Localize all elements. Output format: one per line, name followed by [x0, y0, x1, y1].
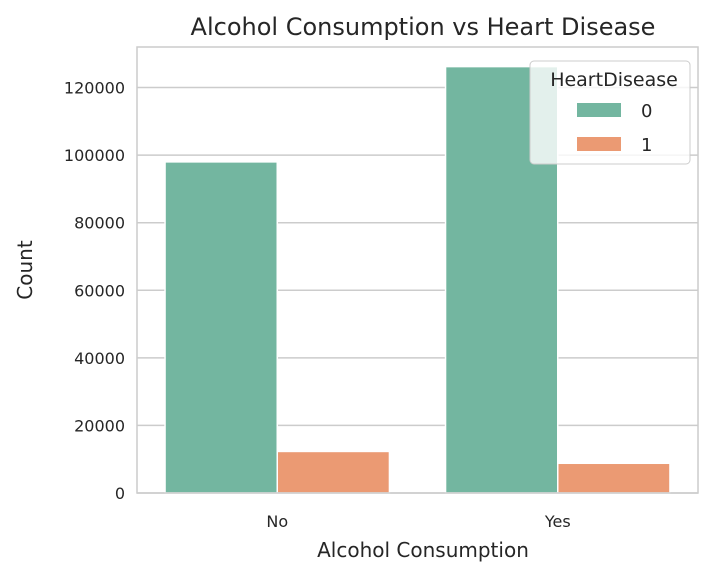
x-tick-label-no: No	[266, 512, 288, 531]
x-axis-label: Alcohol Consumption	[317, 538, 529, 562]
y-axis-label: Count	[13, 240, 37, 300]
legend-label-1: 1	[641, 135, 652, 156]
y-tick-label-6: 120000	[64, 79, 125, 98]
y-tick-label-5: 100000	[64, 146, 125, 165]
y-tick-label-3: 60000	[74, 281, 125, 300]
y-tick-label-2: 40000	[74, 349, 125, 368]
bar-no-series-1	[276, 450, 391, 494]
legend-title: HeartDisease	[550, 69, 678, 91]
x-tick-label-yes: Yes	[544, 512, 571, 531]
legend-swatch-0	[577, 103, 621, 117]
y-tick-labels: 0 20000 40000 60000 80000 100000 120000	[64, 79, 125, 503]
bar-yes-series-1	[557, 462, 671, 494]
legend: HeartDisease 0 1	[529, 60, 691, 165]
plot-frame	[136, 46, 699, 494]
legend-label-0: 0	[641, 101, 652, 122]
bars	[164, 65, 671, 494]
y-tick-label-4: 80000	[74, 214, 125, 233]
legend-swatch-1	[577, 137, 621, 151]
x-tick-labels: No Yes	[266, 512, 570, 531]
y-tick-label-1: 20000	[74, 416, 125, 435]
y-tick-label-0: 0	[115, 484, 125, 503]
bar-no-series-0	[164, 161, 278, 494]
chart-title: Alcohol Consumption vs Heart Disease	[191, 13, 656, 41]
